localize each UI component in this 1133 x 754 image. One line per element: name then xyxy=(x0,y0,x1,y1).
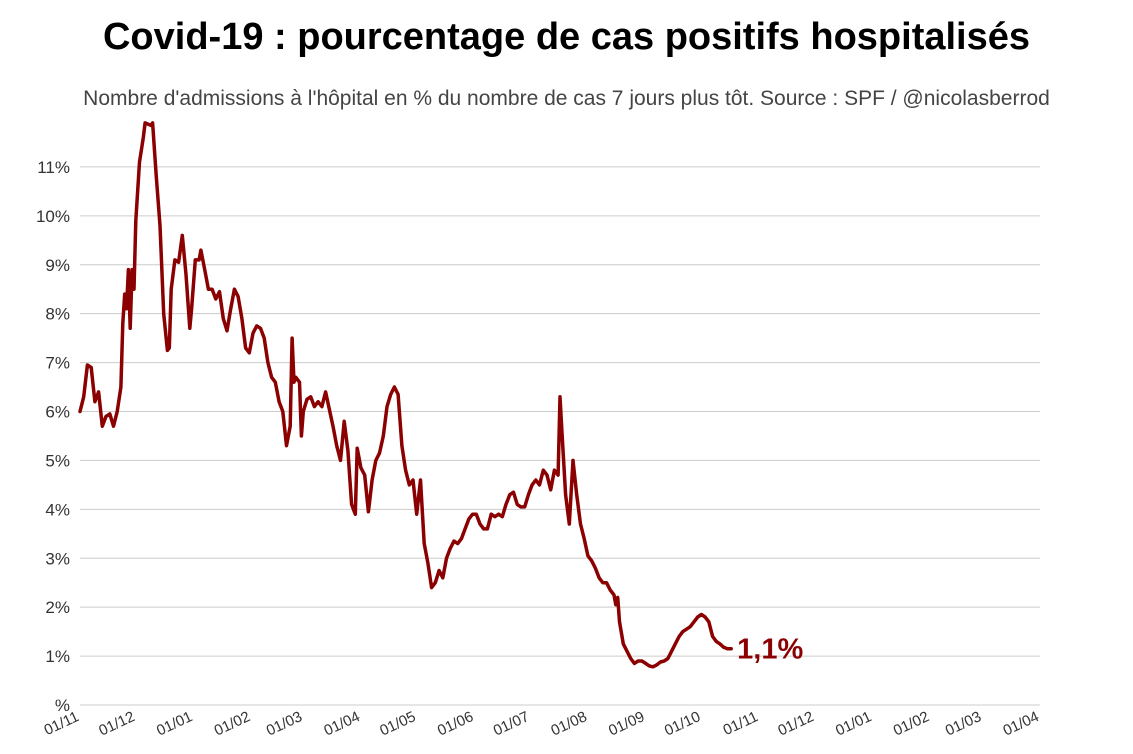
x-tick-label: 01/03 xyxy=(943,708,984,739)
x-tick-label: 01/10 xyxy=(662,708,703,739)
y-tick-label: 7% xyxy=(45,354,70,373)
x-tick-label: 01/01 xyxy=(833,708,874,739)
chart-subtitle: Nombre d'admissions à l'hôpital en % du … xyxy=(83,87,1050,110)
x-tick-label: 01/04 xyxy=(321,708,362,739)
x-tick-label: 01/02 xyxy=(891,708,932,739)
x-tick-label: 01/08 xyxy=(548,708,589,739)
chart-title: Covid-19 : pourcentage de cas positifs h… xyxy=(102,16,1030,58)
x-axis-ticks: 01/11 01/12 01/01 01/02 01/03 01/04 01/05 01/06… xyxy=(41,708,1041,739)
y-tick-label: 4% xyxy=(45,500,70,519)
series-layer xyxy=(78,121,733,669)
x-tick-label: 01/07 xyxy=(491,708,532,739)
y-tick-label: 3% xyxy=(45,549,70,568)
x-tick-label: 01/12 xyxy=(96,708,137,739)
x-tick-label: 01/02 xyxy=(212,708,253,739)
series-line xyxy=(78,121,733,669)
x-tick-label: 01/01 xyxy=(154,708,195,739)
y-tick-label: 8% xyxy=(45,305,70,324)
x-tick-label: 01/03 xyxy=(264,708,305,739)
y-tick-label: 9% xyxy=(45,256,70,275)
y-tick-label: 6% xyxy=(45,403,70,422)
y-tick-label: 2% xyxy=(45,598,70,617)
y-tick-label: 11% xyxy=(37,158,70,177)
last-value-label: 1,1% xyxy=(737,634,803,666)
y-tick-label: 5% xyxy=(45,451,70,470)
x-tick-label: 01/06 xyxy=(435,708,476,739)
y-tick-label: % xyxy=(55,696,70,715)
x-tick-label: 01/09 xyxy=(606,708,647,739)
x-tick-label: 01/04 xyxy=(1000,708,1041,739)
y-axis-ticks: % 1% 2% 3% 4% 5% 6% 7% 8% 9% 10% 11% xyxy=(36,158,70,715)
x-tick-label: 01/12 xyxy=(775,708,816,739)
y-tick-label: 10% xyxy=(36,207,70,226)
x-tick-label: 01/11 xyxy=(721,708,761,739)
y-tick-label: 1% xyxy=(45,647,70,666)
x-tick-label: 01/05 xyxy=(377,708,418,739)
